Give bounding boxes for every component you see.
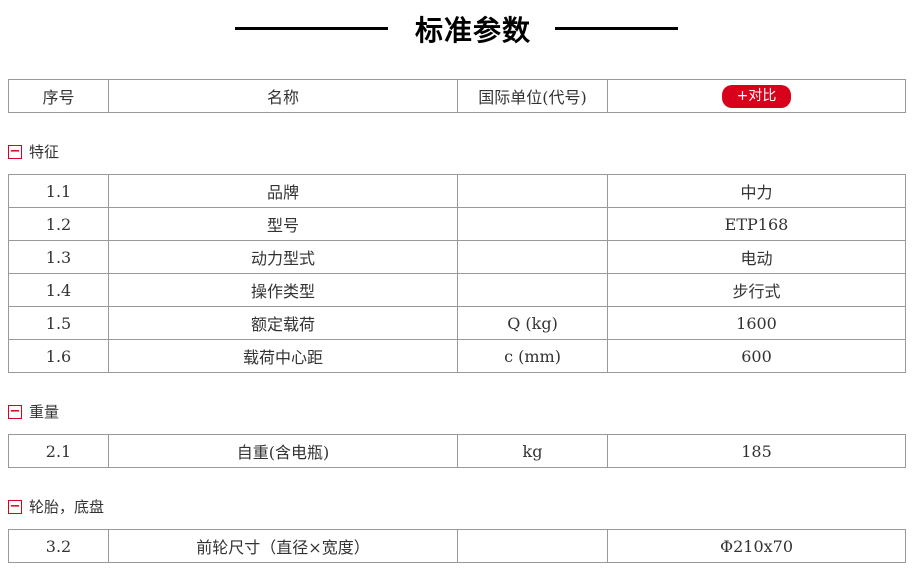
row-name: 载荷中心距	[108, 339, 458, 373]
row-unit: Q (kg)	[457, 306, 608, 340]
header-table: 序号 名称 国际单位(代号) +对比	[8, 79, 906, 113]
table-row: 1.4 操作类型 步行式	[8, 273, 906, 307]
row-unit: kg	[457, 434, 608, 468]
header-cell-compare: +对比	[607, 79, 906, 113]
row-no: 1.3	[8, 240, 109, 274]
table-row: 3.2 前轮尺寸（直径×宽度） Φ210x70	[8, 529, 906, 563]
header-cell-name: 名称	[108, 79, 458, 113]
section-tires-chassis-header: − 轮胎，底盘	[8, 496, 915, 517]
page-title: 标准参数	[414, 13, 531, 47]
table-row: 1.3 动力型式 电动	[8, 240, 906, 274]
section-tires-chassis: − 轮胎，底盘 3.2 前轮尺寸（直径×宽度） Φ210x70	[8, 496, 915, 563]
row-no: 3.2	[8, 529, 109, 563]
row-value: 电动	[607, 240, 906, 274]
row-no: 1.4	[8, 273, 109, 307]
spec-page: 标准参数 序号 名称 国际单位(代号) +对比 − 特征 1.1 品牌 中力	[8, 0, 915, 563]
section-features: − 特征 1.1 品牌 中力 1.2 型号 ETP168 1.3 动力型式 电动	[8, 141, 915, 373]
row-unit: c (mm)	[457, 339, 608, 373]
row-unit	[457, 273, 608, 307]
table-row: 1.2 型号 ETP168	[8, 207, 906, 241]
row-name: 前轮尺寸（直径×宽度）	[108, 529, 458, 563]
compare-button[interactable]: +对比	[721, 84, 792, 108]
table-row: 1.5 额定载荷 Q (kg) 1600	[8, 306, 906, 340]
row-value: 185	[607, 434, 906, 468]
row-no: 1.1	[8, 174, 109, 208]
section-features-header: − 特征	[8, 141, 915, 162]
table-row: 1.1 品牌 中力	[8, 174, 906, 208]
row-name: 自重(含电瓶)	[108, 434, 458, 468]
header-cell-unit: 国际单位(代号)	[457, 79, 608, 113]
section-weight: − 重量 2.1 自重(含电瓶) kg 185	[8, 401, 915, 468]
title-divider-left-line	[234, 27, 388, 30]
collapse-minus-icon[interactable]: −	[8, 143, 22, 159]
page-title-block: 标准参数	[8, 0, 905, 47]
table-header-row: 序号 名称 国际单位(代号) +对比	[8, 79, 906, 113]
tires-table: 3.2 前轮尺寸（直径×宽度） Φ210x70	[8, 529, 906, 563]
collapse-minus-icon[interactable]: −	[8, 498, 22, 514]
section-label-text: 轮胎，底盘	[29, 498, 105, 516]
weight-table: 2.1 自重(含电瓶) kg 185	[8, 434, 906, 468]
row-unit	[457, 240, 608, 274]
row-name: 额定载荷	[108, 306, 458, 340]
row-no: 1.2	[8, 207, 109, 241]
title-divider-right-line	[555, 27, 678, 30]
row-value: ETP168	[607, 207, 906, 241]
row-name: 品牌	[108, 174, 458, 208]
features-table: 1.1 品牌 中力 1.2 型号 ETP168 1.3 动力型式 电动 1.4 …	[8, 174, 906, 373]
row-unit	[457, 529, 608, 563]
row-name: 动力型式	[108, 240, 458, 274]
row-value: 中力	[607, 174, 906, 208]
table-row: 2.1 自重(含电瓶) kg 185	[8, 434, 906, 468]
row-value: 1600	[607, 306, 906, 340]
collapse-minus-icon[interactable]: −	[8, 403, 22, 419]
section-label-text: 重量	[29, 403, 60, 421]
row-no: 1.5	[8, 306, 109, 340]
section-label-text: 特征	[29, 143, 60, 161]
row-value: 步行式	[607, 273, 906, 307]
row-name: 型号	[108, 207, 458, 241]
row-no: 2.1	[8, 434, 109, 468]
section-weight-header: − 重量	[8, 401, 915, 422]
row-value: Φ210x70	[607, 529, 906, 563]
header-cell-serial: 序号	[8, 79, 109, 113]
row-unit	[457, 174, 608, 208]
row-unit	[457, 207, 608, 241]
row-value: 600	[607, 339, 906, 373]
row-no: 1.6	[8, 339, 109, 373]
table-row: 1.6 载荷中心距 c (mm) 600	[8, 339, 906, 373]
row-name: 操作类型	[108, 273, 458, 307]
